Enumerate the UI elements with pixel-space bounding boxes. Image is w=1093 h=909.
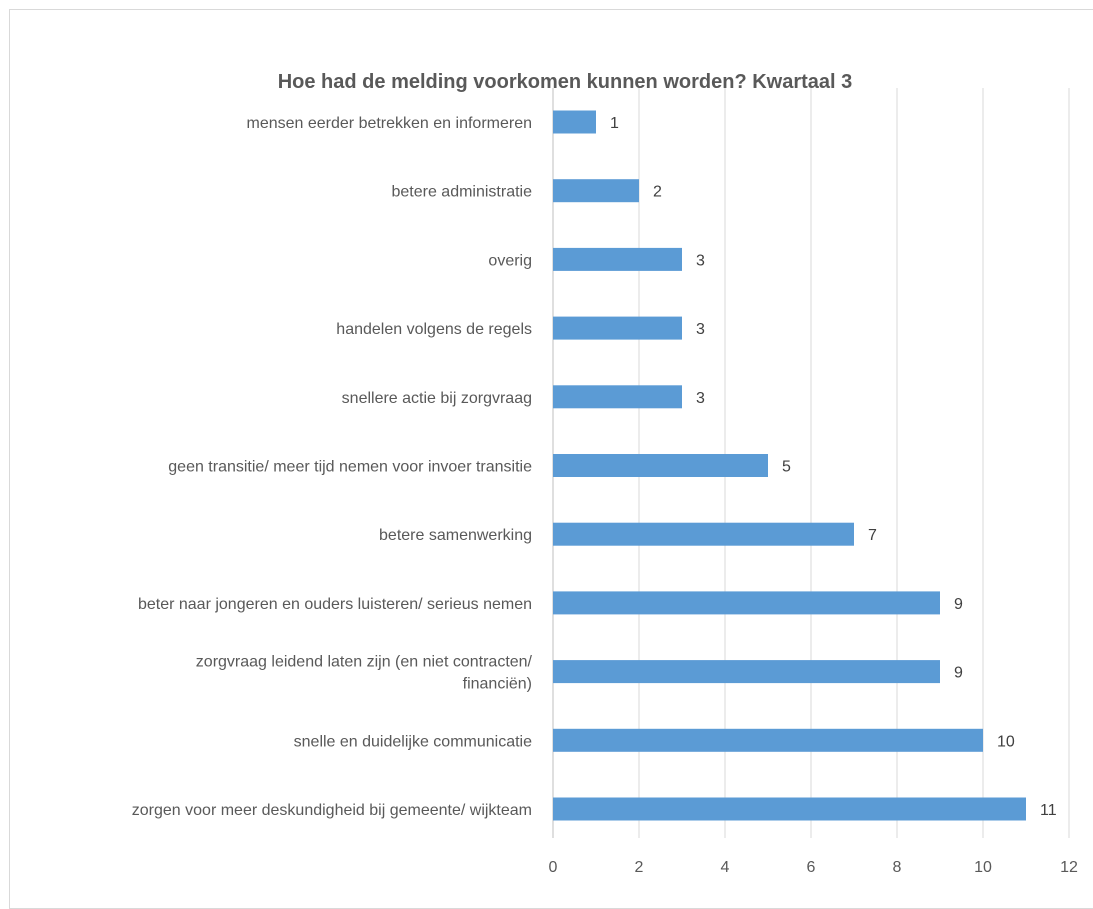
bar [553,591,940,615]
bar [553,454,768,477]
data-label: 2 [653,184,662,201]
category-label: financiën) [463,676,532,693]
data-label: 9 [954,596,963,613]
category-label: betere administratie [391,184,532,201]
data-label: 9 [954,665,963,682]
bars [553,110,1026,821]
data-label: 3 [696,252,705,269]
bar [553,316,682,340]
x-tick-label: 6 [807,859,816,876]
category-label: handelen volgens de regels [336,321,532,338]
data-label: 3 [696,390,705,407]
x-tick-label: 0 [549,859,558,876]
category-labels: mensen eerder betrekken en informeren bet… [132,115,533,819]
x-tick-label: 12 [1060,859,1078,876]
bar-chart: Hoe had de melding voorkomen kunnen word… [132,71,1078,876]
category-label: zorgen voor meer deskundigheid bij gemee… [132,802,532,819]
category-label: betere samenwerking [379,527,532,544]
bar [553,728,983,752]
bar [553,797,1026,821]
x-tick-label: 4 [721,859,730,876]
bar [553,522,854,546]
bar [553,660,940,684]
x-tick-label: 2 [635,859,644,876]
bar [553,247,682,271]
bar [553,385,682,409]
category-label: zorgvraag leidend laten zijn (en niet co… [196,654,533,671]
x-tick-label: 10 [974,859,992,876]
chart-title: Hoe had de melding voorkomen kunnen word… [278,71,853,93]
data-label: 5 [782,459,791,476]
data-label: 1 [610,115,619,132]
category-label: geen transitie/ meer tijd nemen voor inv… [168,459,532,476]
chart-frame: Hoe had de melding voorkomen kunnen word… [9,9,1093,909]
category-label: snelle en duidelijke communicatie [294,733,532,750]
data-label: 7 [868,527,877,544]
category-label: overig [488,252,532,269]
data-label: 10 [997,733,1015,750]
data-label: 3 [696,321,705,338]
category-label: mensen eerder betrekken en informeren [247,115,533,132]
bar [553,110,596,134]
category-label: snellere actie bij zorgvraag [342,390,532,407]
data-labels: 1 2 3 3 3 5 7 9 9 10 11 [610,115,1057,819]
x-axis-ticks: 0 2 4 6 8 10 12 [549,859,1078,876]
bar [553,179,639,203]
x-tick-label: 8 [893,859,902,876]
data-label: 11 [1040,802,1057,819]
category-label: beter naar jongeren en ouders luisteren/… [138,596,532,613]
